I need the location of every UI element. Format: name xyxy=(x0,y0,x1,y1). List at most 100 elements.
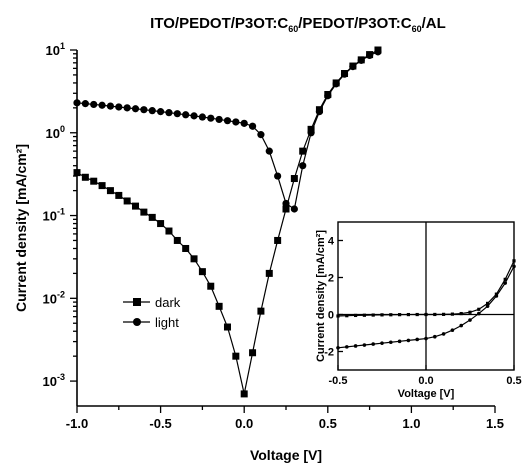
inset-y-tick-label-3: 4 xyxy=(328,236,335,248)
inset-point-dark-10 xyxy=(424,312,428,317)
point-light-22 xyxy=(257,131,265,139)
inset-point-light-6 xyxy=(389,340,393,345)
inset-point-dark-13 xyxy=(450,312,454,316)
inset-point-dark-15 xyxy=(468,310,472,314)
point-light-28 xyxy=(307,129,315,137)
inset-point-dark-9 xyxy=(415,312,419,317)
x-tick-label-1: -0.5 xyxy=(149,416,171,431)
point-dark-11 xyxy=(165,227,173,235)
point-light-6 xyxy=(123,104,131,112)
inset-point-dark-8 xyxy=(406,312,410,317)
inset-y-tick-label-0: -2 xyxy=(324,347,334,359)
point-light-13 xyxy=(182,111,190,119)
y-tick-label-0: 10-3 xyxy=(43,372,65,389)
point-dark-7 xyxy=(132,202,140,210)
point-dark-24 xyxy=(274,236,282,244)
inset-point-light-4 xyxy=(371,342,376,346)
point-dark-8 xyxy=(140,208,148,216)
point-light-25 xyxy=(282,199,290,208)
point-dark-13 xyxy=(182,244,190,252)
point-light-36 xyxy=(374,48,382,56)
inset-point-light-10 xyxy=(424,336,428,341)
inset-point-light-2 xyxy=(353,344,358,348)
inset-point-dark-0 xyxy=(336,314,340,318)
inset-x-axis-label: Voltage [V] xyxy=(398,388,455,400)
y-tick-label-2: 10-1 xyxy=(43,207,65,224)
point-dark-4 xyxy=(106,187,114,195)
point-light-5 xyxy=(115,103,123,111)
point-light-2 xyxy=(90,100,98,109)
point-light-23 xyxy=(265,147,273,155)
inset-point-dark-2 xyxy=(354,313,358,318)
inset-point-light-11 xyxy=(433,334,437,339)
point-dark-21 xyxy=(249,349,257,357)
y-axis-label: Current density [mA/cm²] xyxy=(13,144,29,312)
point-dark-25 xyxy=(282,205,290,213)
inset-point-dark-5 xyxy=(380,313,384,317)
inset-point-light-0 xyxy=(336,346,340,350)
chart-title: ITO/PEDOT/P3OT:C60/PEDOT/P3OT:C60/AL xyxy=(150,15,446,34)
inset-point-light-18 xyxy=(494,294,499,298)
point-light-16 xyxy=(207,114,215,122)
point-dark-20 xyxy=(240,390,248,398)
point-light-10 xyxy=(157,108,165,116)
point-light-8 xyxy=(140,106,148,114)
inset-point-dark-20 xyxy=(512,259,516,263)
series-light-line xyxy=(76,51,379,210)
point-dark-18 xyxy=(223,323,231,331)
point-light-31 xyxy=(332,80,340,88)
inset-point-dark-6 xyxy=(389,313,393,317)
inset-point-light-19 xyxy=(503,281,508,285)
point-light-1 xyxy=(81,100,89,108)
inset-point-dark-11 xyxy=(433,312,437,317)
x-axis-label: Voltage [V] xyxy=(250,447,322,463)
y-tick-label-4: 101 xyxy=(46,41,65,58)
legend-dark-label: dark xyxy=(155,295,181,310)
point-light-19 xyxy=(232,118,240,126)
x-tick-label-5: 1.5 xyxy=(486,416,504,431)
point-dark-3 xyxy=(98,182,106,190)
y-tick-label-1: 10-2 xyxy=(43,289,65,306)
point-light-12 xyxy=(173,110,181,118)
inset-point-dark-7 xyxy=(398,313,402,317)
inset-point-dark-1 xyxy=(345,314,349,318)
point-light-27 xyxy=(299,162,307,170)
point-dark-14 xyxy=(190,255,198,263)
point-light-15 xyxy=(198,113,206,121)
point-light-11 xyxy=(165,109,173,117)
point-dark-15 xyxy=(198,268,206,276)
inset-point-light-14 xyxy=(459,323,464,328)
inset-point-light-20 xyxy=(512,264,516,269)
inset-x-tick-label-2: 0.5 xyxy=(506,375,521,387)
x-tick-label-4: 1.0 xyxy=(402,416,420,431)
point-dark-19 xyxy=(232,352,240,360)
point-light-3 xyxy=(98,101,106,109)
point-dark-27 xyxy=(299,147,307,155)
inset-point-dark-12 xyxy=(442,312,446,316)
point-light-7 xyxy=(131,105,140,113)
point-light-21 xyxy=(248,122,257,130)
point-light-0 xyxy=(73,99,81,107)
point-dark-2 xyxy=(90,177,98,185)
x-tick-label-0: -1.0 xyxy=(66,416,88,431)
x-tick-label-3: 0.5 xyxy=(319,416,337,431)
point-dark-12 xyxy=(173,236,181,244)
series-dark-line xyxy=(76,49,379,395)
inset-point-light-8 xyxy=(406,338,411,343)
point-dark-26 xyxy=(290,175,298,183)
legend-light-label: light xyxy=(155,315,179,330)
main-chart: ITO/PEDOT/P3OT:C60/PEDOT/P3OT:C60/AL -1.… xyxy=(13,15,504,463)
point-light-4 xyxy=(106,102,115,110)
point-light-17 xyxy=(215,115,223,124)
inset-series xyxy=(336,259,516,350)
point-light-24 xyxy=(274,172,282,180)
inset-point-light-17 xyxy=(485,304,490,308)
legend-dark-marker xyxy=(133,298,141,306)
point-dark-0 xyxy=(73,169,81,177)
point-light-30 xyxy=(324,92,332,100)
inset-point-light-15 xyxy=(468,318,472,322)
y-tick-label-3: 100 xyxy=(46,124,65,141)
main-ticks: -1.0 -0.5 0.0 0.5 1.0 1.5 10-3 10-2 10-1 100 101 xyxy=(43,41,505,431)
inset-point-light-3 xyxy=(362,343,367,347)
point-light-32 xyxy=(340,70,349,78)
